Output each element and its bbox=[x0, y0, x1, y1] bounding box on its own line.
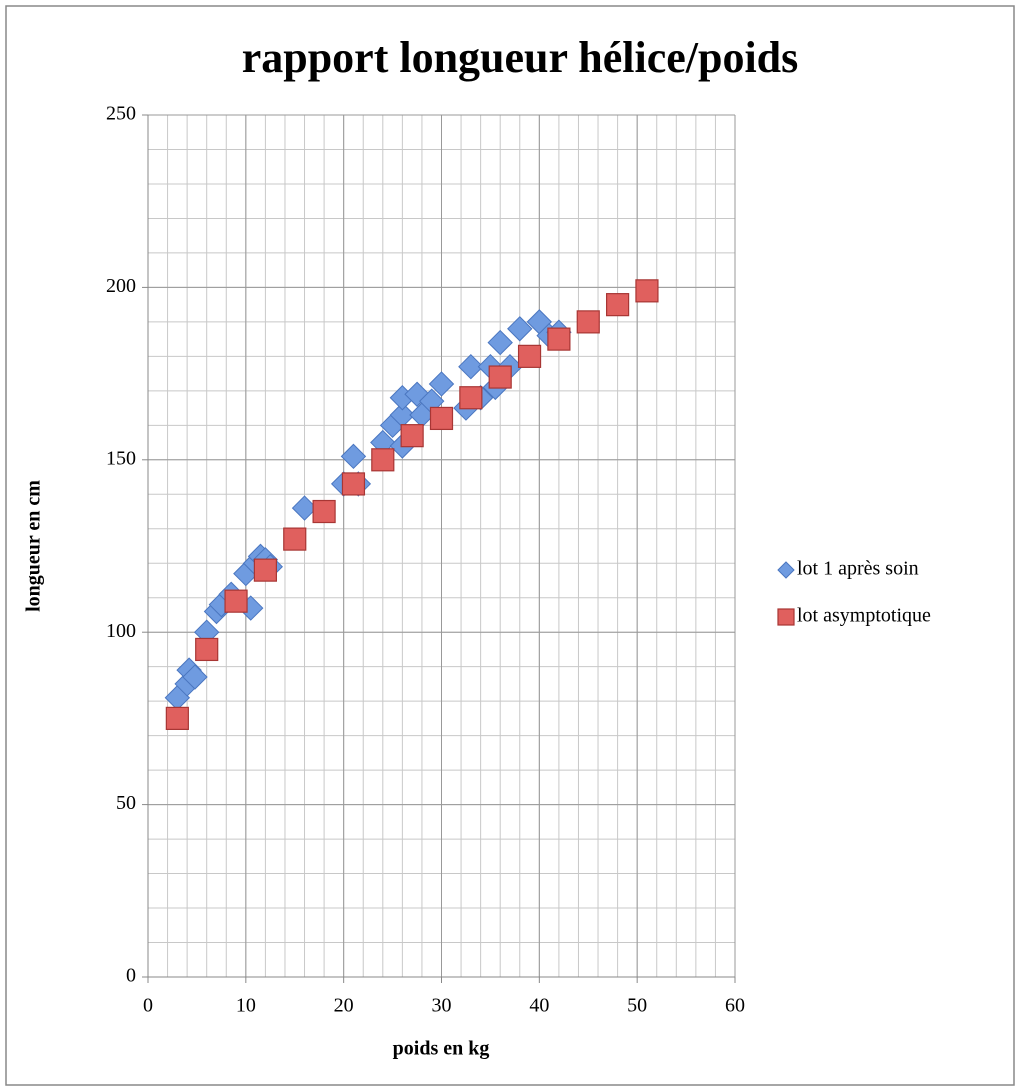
square-marker bbox=[547, 327, 571, 351]
square-marker bbox=[605, 293, 630, 317]
y-tick-label: 0 bbox=[126, 965, 136, 987]
y-tick-label: 250 bbox=[106, 103, 136, 125]
square-marker bbox=[488, 365, 512, 389]
legend-label: lot asymptotique bbox=[797, 605, 931, 627]
square-marker bbox=[371, 448, 395, 472]
square-marker bbox=[400, 424, 424, 448]
y-tick-label: 100 bbox=[106, 620, 136, 642]
square-marker bbox=[253, 558, 277, 582]
diamond-marker bbox=[507, 316, 533, 342]
square-marker bbox=[429, 406, 454, 431]
y-tick-label: 150 bbox=[106, 447, 136, 469]
square-marker bbox=[459, 386, 483, 410]
y-tick-label: 50 bbox=[116, 792, 136, 814]
square-marker bbox=[312, 499, 336, 524]
chart-title: rapport longueur hélice/poids bbox=[242, 33, 799, 82]
grid bbox=[142, 114, 736, 983]
diamond-marker bbox=[777, 561, 795, 579]
x-tick-label: 10 bbox=[236, 995, 256, 1017]
square-marker bbox=[224, 589, 248, 613]
diamond-marker bbox=[458, 353, 484, 380]
diamond-marker bbox=[404, 381, 430, 407]
square-marker bbox=[635, 279, 659, 303]
diamond-marker bbox=[428, 371, 455, 397]
legend-label: lot 1 après soin bbox=[797, 558, 919, 580]
square-marker bbox=[576, 310, 600, 334]
square-marker bbox=[283, 527, 307, 551]
diamond-marker bbox=[487, 329, 513, 356]
x-tick-label: 0 bbox=[143, 995, 153, 1017]
square-marker bbox=[195, 637, 219, 662]
square-marker bbox=[517, 344, 542, 368]
diamond-marker bbox=[340, 443, 367, 470]
chart-border bbox=[5, 5, 1015, 1086]
y-axis-label: longueur en cm bbox=[23, 480, 45, 612]
x-tick-label: 50 bbox=[627, 995, 647, 1017]
x-tick-label: 40 bbox=[529, 995, 549, 1017]
y-tick-label: 200 bbox=[106, 275, 136, 297]
square-marker bbox=[777, 608, 795, 626]
diamond-marker bbox=[182, 664, 208, 690]
square-marker bbox=[165, 706, 189, 731]
x-axis-label: poids en kg bbox=[393, 1038, 490, 1060]
square-marker bbox=[341, 472, 366, 496]
plot bbox=[164, 279, 659, 731]
x-tick-label: 20 bbox=[334, 995, 354, 1017]
x-tick-label: 30 bbox=[432, 995, 452, 1017]
x-tick-label: 60 bbox=[725, 995, 745, 1017]
